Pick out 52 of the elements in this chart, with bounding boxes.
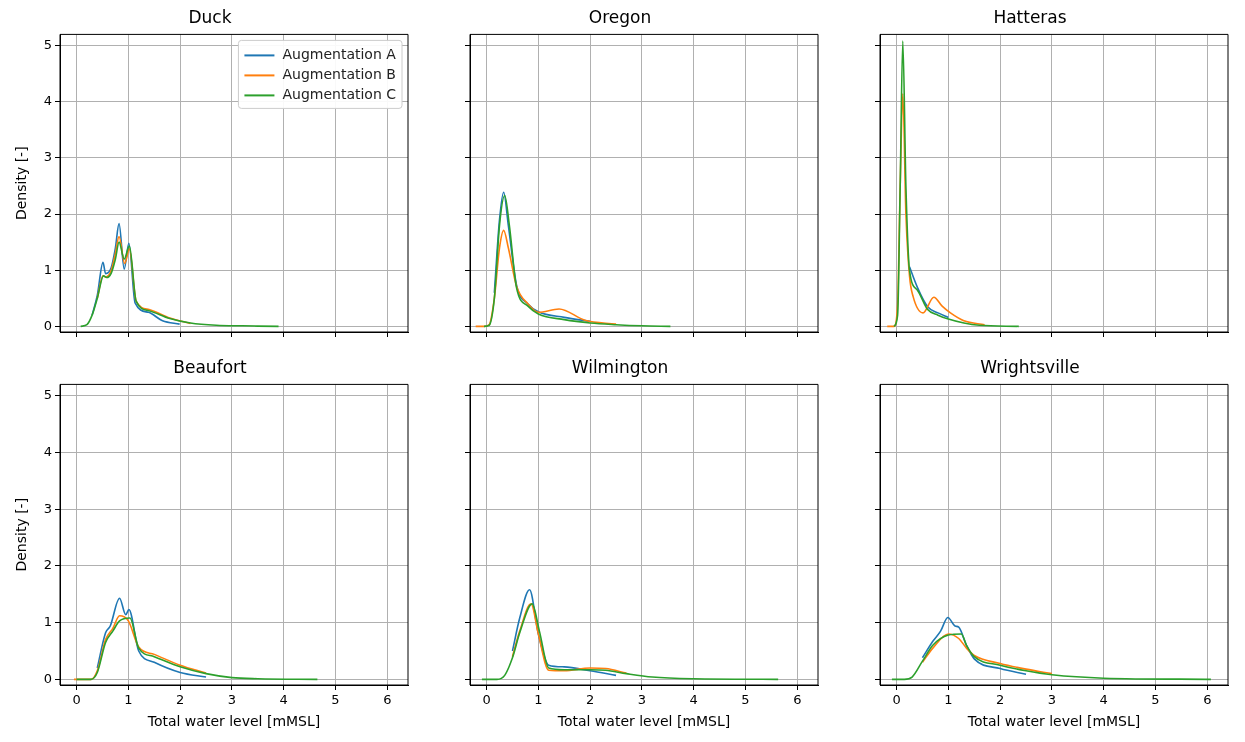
chart-title: Wilmington: [571, 356, 669, 377]
y-tick-label: 3: [43, 149, 52, 165]
x-tick-label: 4: [1099, 692, 1108, 708]
x-tick-label: 0: [482, 692, 491, 708]
x-tick-label: 6: [383, 692, 392, 708]
y-tick-label: 3: [43, 500, 52, 516]
chart-title: Hatteras: [993, 6, 1067, 27]
x-tick-label: 4: [279, 692, 288, 708]
line-series: [91, 222, 181, 325]
y-tick-label: 1: [43, 613, 52, 629]
y-tick-label: 1: [43, 261, 52, 277]
x-tick-label: 1: [534, 692, 543, 708]
x-tick-label: 0: [72, 692, 81, 708]
x-tick-label: 1: [944, 692, 953, 708]
legend-label: Augmentation B: [282, 66, 396, 83]
x-tick-label: 5: [1151, 692, 1160, 708]
x-tick-label: 3: [637, 692, 647, 708]
y-tick-label: 0: [43, 670, 52, 686]
x-tick-label: 4: [689, 692, 698, 708]
y-tick-label: 2: [43, 557, 52, 573]
y-tick-label: 4: [43, 443, 52, 459]
x-tick-label: 1: [124, 692, 133, 708]
chart-title: Beaufort: [173, 356, 248, 377]
x-tick-label: 3: [227, 692, 237, 708]
y-tick-label: 0: [43, 317, 52, 333]
legend-label: Augmentation C: [282, 86, 397, 103]
y-tick-label: 4: [43, 93, 52, 109]
y-axis-title: Density [-]: [13, 146, 30, 221]
x-tick-label: 2: [996, 692, 1005, 708]
x-axis-title: Total water level [mMSL]: [966, 713, 1141, 730]
x-axis-title: Total water level [mMSL]: [146, 713, 321, 730]
chart-title: Wrightsville: [980, 356, 1080, 377]
x-tick-label: 0: [892, 692, 901, 708]
line-series: [96, 597, 207, 678]
line-series: [73, 615, 207, 681]
x-tick-label: 5: [741, 692, 750, 708]
legend-label: Augmentation A: [282, 46, 397, 63]
chart-title: Duck: [188, 6, 232, 27]
x-tick-label: 2: [176, 692, 185, 708]
y-axis-title: Density [-]: [13, 497, 30, 572]
y-tick-label: 5: [43, 387, 52, 403]
line-series: [79, 241, 280, 328]
x-tick-label: 2: [586, 692, 595, 708]
x-axis-title: Total water level [mMSL]: [556, 713, 731, 730]
x-tick-label: 6: [793, 692, 802, 708]
line-series: [75, 617, 319, 681]
x-tick-label: 5: [331, 692, 340, 708]
x-tick-label: 6: [1203, 692, 1212, 708]
y-tick-label: 2: [43, 205, 52, 221]
y-tick-label: 5: [43, 37, 52, 53]
chart-title: Oregon: [588, 6, 652, 27]
x-tick-label: 3: [1047, 692, 1057, 708]
